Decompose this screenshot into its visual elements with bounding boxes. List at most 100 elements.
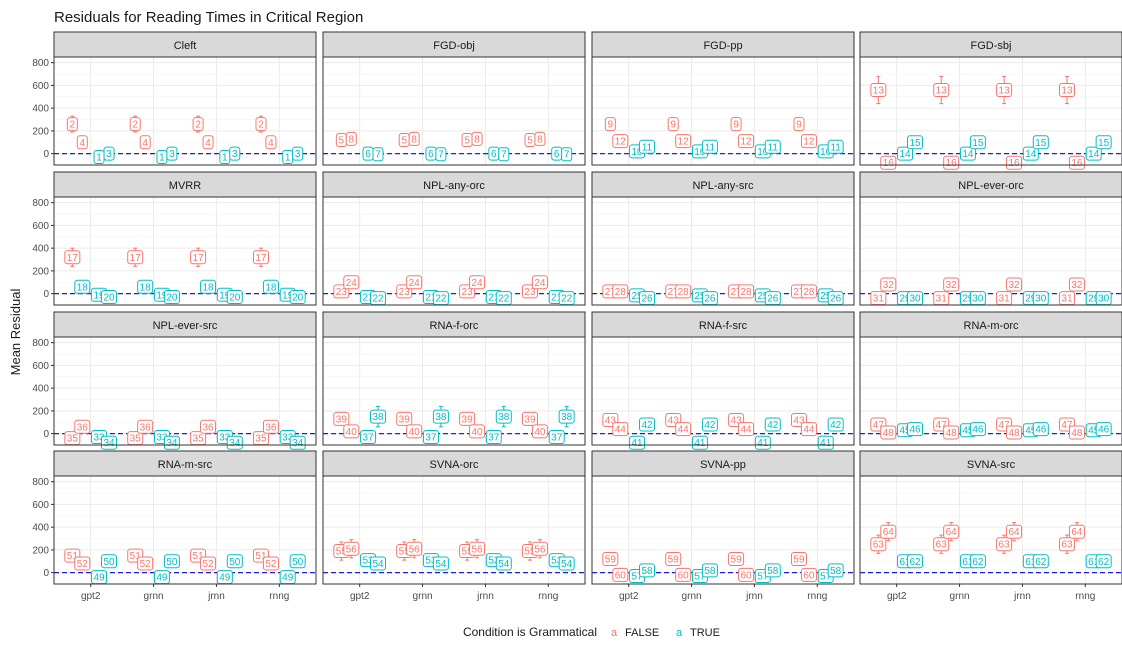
data-point-label: 1 [285,153,291,164]
data-point-label: 33 [94,433,106,444]
facet-label: NPL-ever-src [153,320,218,332]
x-tick-label: gpt2 [350,591,370,602]
data-point-label: 6 [554,149,560,160]
data-point-label-box [1095,135,1112,150]
x-tick-label: gpt2 [887,591,907,602]
data-point-label: 24 [471,278,483,289]
data-point-label: 25 [757,291,769,302]
data-point-label-box [265,135,277,150]
data-point-label-box [435,147,447,162]
data-point-label-box [192,117,204,132]
data-point-label: 45 [962,426,974,437]
data-point-label: 64 [1008,527,1020,538]
data-point-label-box [531,541,548,556]
data-point-label-box [800,422,817,437]
facet-label: FGD-pp [703,40,742,52]
facet-strip [591,171,855,198]
data-point-label-box [74,556,91,571]
data-point-label: 1 [222,153,228,164]
y-tick-label: 200 [32,126,49,137]
data-point-label: 59 [668,554,680,565]
panel-border [322,475,586,585]
data-point-label-box [74,279,91,294]
data-point-label: 6 [428,149,434,160]
data-point-label: 59 [605,554,617,565]
data-point-label: 41 [820,438,832,449]
data-point-label: 14 [1025,149,1037,160]
data-point-label-box [629,435,646,450]
data-point-label: 4 [142,138,148,149]
data-point-label-box [1058,82,1075,97]
data-point-label-box [764,139,781,154]
data-point-label: 55 [462,547,474,558]
data-point-label-box [880,524,897,539]
data-point-label-box [226,554,243,569]
data-point-label: 23 [524,287,536,298]
data-point-label: 24 [534,278,546,289]
data-point-label-box [127,250,144,265]
data-point-label: 53 [363,556,375,567]
data-point-label: 55 [524,547,536,558]
data-point-label: 11 [642,142,653,153]
data-point-label: 3 [232,149,238,160]
data-point-label: 53 [551,556,563,567]
data-point-label-box [64,250,81,265]
data-point-label: 29 [1088,294,1100,305]
data-point-label: 62 [1035,557,1047,568]
facet-label: RNA-m-orc [964,320,1019,332]
data-point-label-box [226,435,243,450]
data-point-label: 35 [67,434,79,445]
data-point-label: 57 [632,572,644,583]
data-point-label-box [252,250,269,265]
x-tick-label: jrnn [476,591,494,602]
data-point-label-box [701,139,718,154]
data-point-label-box [691,435,708,450]
data-point-label: 63 [873,540,885,551]
y-tick-label: 800 [32,198,49,209]
data-point-label-box [469,424,486,439]
data-point-label: 22 [372,294,384,305]
data-point-label: 9 [608,120,614,131]
facet-label: SVNA-orc [430,459,479,471]
data-point-label: 21 [363,293,375,304]
data-point-label-box [738,134,755,149]
data-point-label: 1 [159,153,165,164]
data-point-label: 48 [1008,428,1020,439]
data-point-label: 48 [946,428,958,439]
y-tick-label: 0 [43,289,49,300]
data-point-label: 5 [527,135,533,146]
data-point-label: 26 [830,294,842,305]
facet-strip [322,171,586,198]
panel-border [859,336,1122,446]
data-point-label-box [202,135,214,150]
data-point-label-box [101,290,118,305]
data-point-label: 32 [1008,280,1020,291]
facet-strip [322,31,586,58]
legend-key-glyph: a [611,627,618,639]
data-point-label-box [943,155,960,170]
data-point-label: 62 [909,557,921,568]
data-point-label: 36 [77,422,89,433]
data-point-label: 20 [292,293,304,304]
data-point-label: 27 [731,287,743,298]
data-point-label: 36 [265,422,277,433]
y-tick-label: 600 [32,361,49,372]
data-point-label-box [1068,524,1085,539]
data-point-label: 49 [156,573,168,584]
y-tick-label: 600 [32,500,49,511]
data-point-label: 1 [96,153,102,164]
facet-strip [859,171,1122,198]
data-point-label: 7 [375,150,381,161]
data-point-label: 55 [336,547,348,558]
data-point-label: 40 [346,427,358,438]
data-point-label-box [1006,277,1023,292]
data-point-label-box [333,411,350,426]
data-point-label: 7 [501,150,507,161]
data-point-label: 52 [265,559,277,570]
data-point-label: 38 [561,412,573,423]
facet-strip [859,450,1122,477]
facet-strip [53,450,317,477]
